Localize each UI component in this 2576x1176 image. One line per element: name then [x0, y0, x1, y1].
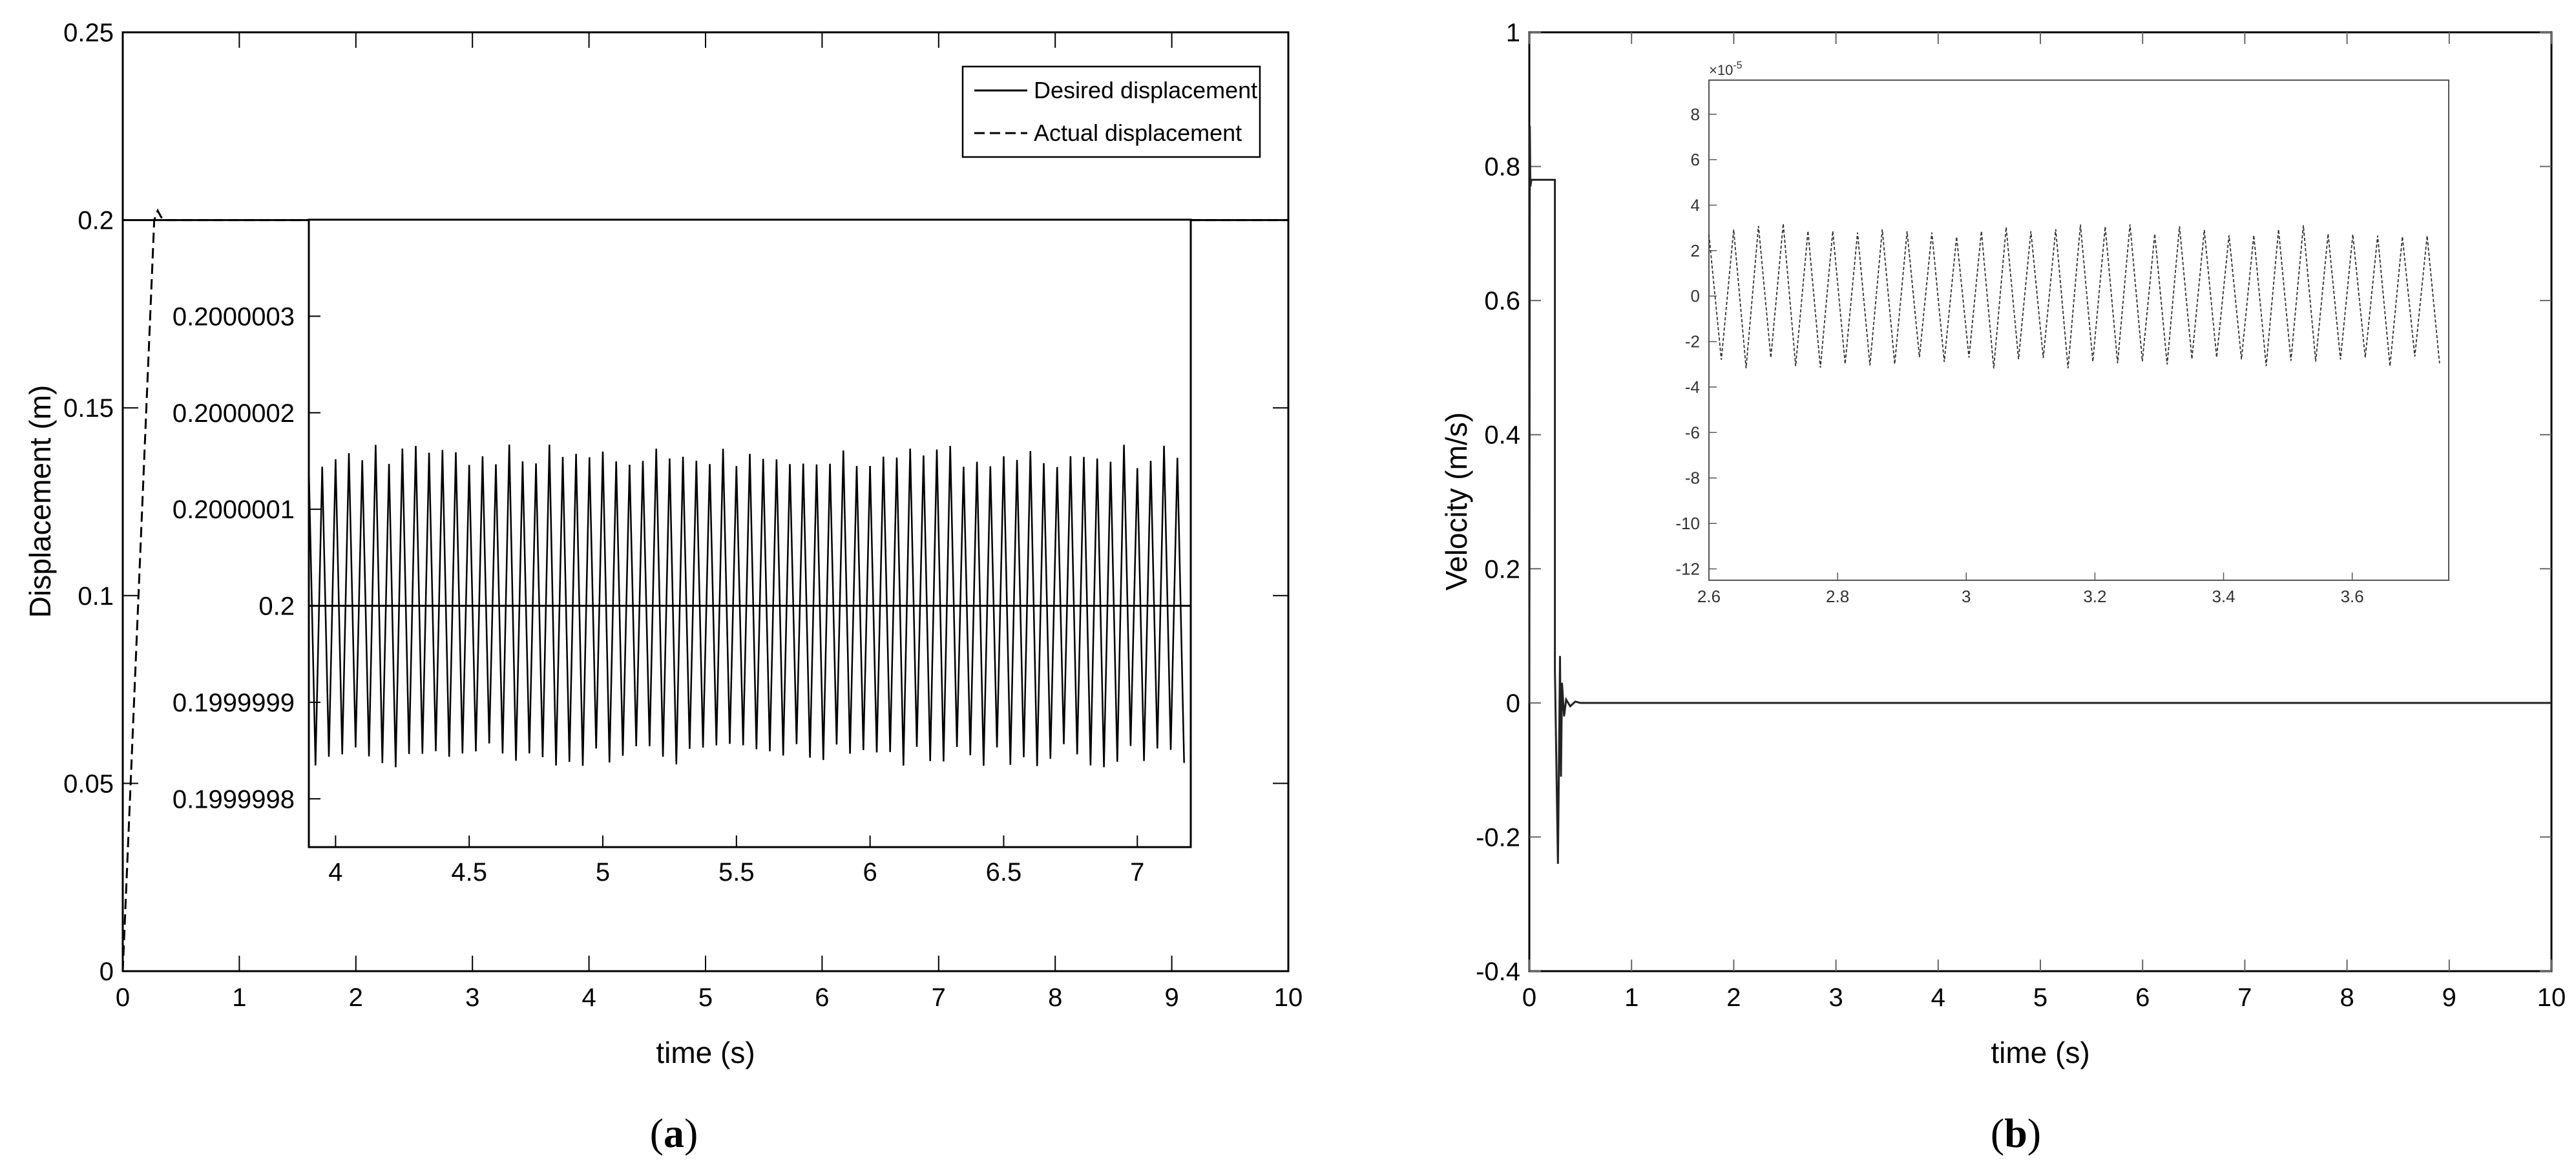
legend-a-box	[961, 65, 1261, 158]
inset-actual-oscillation	[308, 444, 1185, 768]
inset-y-tick-label: 4	[1691, 196, 1700, 215]
y-tick-label: 0.6	[1484, 287, 1520, 315]
x-tick-label: 7	[2237, 983, 2252, 1012]
x-tick-label: 0	[1522, 983, 1536, 1012]
inset-x-tick-label: 2.8	[1826, 587, 1849, 606]
panel-b: 0 1 2 3 4 5 6 7 8 9 10-0.4-0.200.20.40.60.81 2.6 2.…	[1440, 19, 2566, 1156]
y-tick-label: 0	[1506, 689, 1520, 718]
inset-y-tick-label: -4	[1685, 377, 1700, 397]
inset-velocity-oscillation	[1708, 224, 2440, 369]
x-tick-label: 10	[1274, 983, 1303, 1012]
inset-x-tick-label: 6.5	[986, 858, 1022, 887]
y-tick-label: 0	[99, 958, 114, 986]
inset-y-tick-label: -12	[1675, 559, 1700, 578]
x-tick-label: 2	[1726, 983, 1741, 1012]
inset-a-box	[308, 218, 1192, 848]
x-tick-label: 5	[2033, 983, 2047, 1012]
inset-x-tick-label: 3	[1962, 587, 1971, 606]
xlabel-a: time (s)	[656, 1036, 755, 1069]
xlabel-b: time (s)	[1991, 1036, 2089, 1069]
y-tick-label: 0.25	[63, 19, 114, 47]
inset-b-box	[1708, 79, 2449, 581]
x-tick-label: 3	[465, 983, 479, 1012]
caption-b: (b)	[1991, 1110, 2041, 1156]
x-tick-label: 8	[2340, 983, 2354, 1012]
inset-y-tick-label: 0.2000001	[173, 496, 295, 524]
x-tick-label: 4	[581, 983, 596, 1012]
inset-y-tick-label: 6	[1691, 150, 1700, 169]
inset-b: 2.6 2.8 3 3.2 3.4 3.6 -12 -10 -8 -6 -4 -2 0 2 4 6 8 ×10-…	[1675, 60, 2449, 606]
inset-x-tick-label: 3.6	[2341, 587, 2364, 606]
inset-y-tick-label: 2	[1691, 241, 1700, 260]
x-tick-label: 5	[698, 983, 713, 1012]
x-tick-label: 0	[116, 983, 130, 1012]
inset-y-tick-label: 0.1999999	[173, 689, 295, 717]
x-tick-label: 2	[349, 983, 363, 1012]
inset-y-tick-label: 0.1999998	[173, 785, 295, 814]
x-tick-label: 10	[2537, 983, 2566, 1012]
y-tick-label: 0.2	[78, 207, 114, 235]
x-tick-label: 8	[1048, 983, 1062, 1012]
x-tick-label: 6	[2135, 983, 2150, 1012]
inset-y-tick-label: 0	[1691, 286, 1700, 306]
inset-y-tick-label: -8	[1685, 468, 1700, 488]
inset-x-tick-label: 5	[596, 858, 610, 887]
x-tick-label: 3	[1828, 983, 1843, 1012]
inset-y-tick-label: -10	[1675, 514, 1700, 533]
ylabel-a: Displacement (m)	[23, 385, 57, 618]
inset-x-tick-label: 5.5	[718, 858, 755, 887]
x-tick-label: 1	[1624, 983, 1639, 1012]
y-tick-label: 1	[1506, 19, 1520, 47]
inset-y-tick-label: -6	[1685, 423, 1700, 442]
inset-x-tick-label: 6	[863, 858, 877, 887]
x-tick-label: 9	[1164, 983, 1178, 1012]
panel-a: 0 1 2 3 4 5 6 7 8 9 10 0 0.05 0.1 0.15 0.2 0.25 4 4.5 5 5.5…	[23, 19, 1303, 1156]
inset-y-tick-label: -2	[1685, 332, 1700, 352]
caption-a: (a)	[650, 1110, 698, 1156]
inset-a: 4 4.5 5 5.5 6 6.5 7 0.1999998 0.1999999 0.2 0.2000…	[173, 218, 1192, 887]
legend-actual-label: Actual displacement	[1034, 120, 1242, 146]
ylabel-b: Velocity (m/s)	[1440, 412, 1473, 591]
inset-x-tick-label: 4	[328, 858, 342, 887]
legend-a: Desired displacement Actual displacement	[961, 65, 1261, 158]
y-tick-label: -0.2	[1476, 823, 1520, 852]
y-tick-label: 0.15	[63, 394, 114, 423]
inset-x-tick-label: 2.6	[1697, 587, 1721, 606]
velocity-line	[1528, 126, 2551, 864]
y-tick-label: -0.4	[1476, 958, 1520, 986]
inset-y-tick-label: 0.2	[258, 593, 295, 621]
actual-displacement-line	[121, 208, 1288, 972]
legend-desired-label: Desired displacement	[1034, 77, 1257, 103]
inset-y-tick-label: 0.2000002	[173, 399, 295, 428]
x-tick-label: 6	[815, 983, 829, 1012]
inset-x-tick-label: 4.5	[451, 858, 487, 887]
inset-b-exponent: ×10-5	[1709, 60, 1743, 78]
inset-x-tick-label: 7	[1130, 858, 1144, 887]
y-tick-label: 0.8	[1484, 153, 1520, 182]
inset-x-tick-label: 3.4	[2212, 587, 2235, 606]
x-tick-label: 7	[932, 983, 946, 1012]
inset-y-tick-label: 0.2000003	[173, 302, 295, 331]
x-tick-label: 9	[2442, 983, 2456, 1012]
x-tick-label: 4	[1931, 983, 1945, 1012]
x-tick-label: 1	[232, 983, 246, 1012]
y-tick-label: 0.05	[63, 770, 114, 798]
y-tick-label: 0.1	[78, 582, 114, 611]
y-tick-label: 0.2	[1484, 555, 1520, 583]
y-tick-label: 0.4	[1484, 421, 1520, 450]
inset-x-tick-label: 3.2	[2083, 587, 2106, 606]
inset-y-tick-label: 8	[1691, 105, 1700, 124]
